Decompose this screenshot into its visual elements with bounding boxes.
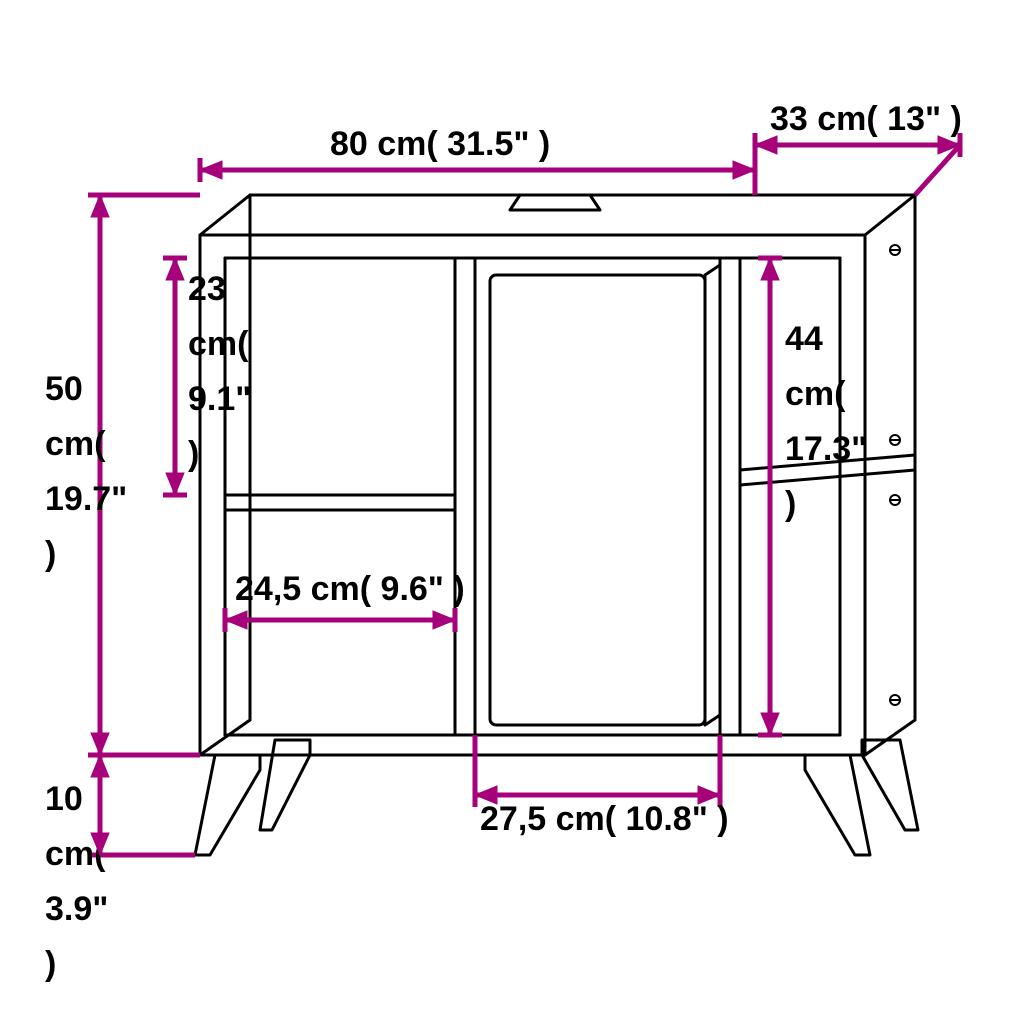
dim-door-w-27: 27,5 cm( 10.8" ) xyxy=(475,735,729,838)
dim-label: cm( xyxy=(45,425,106,463)
dim-label: 3.9" xyxy=(45,890,108,928)
dim-label: cm( xyxy=(785,375,846,413)
dim-label: 10 xyxy=(45,780,83,818)
dim-label: 27,5 cm( 10.8" ) xyxy=(480,800,729,838)
dim-label: cm( xyxy=(188,325,249,363)
dim-label: ) xyxy=(188,435,199,473)
dimensions: 80 cm( 31.5" )33 cm( 13" )50cm(19.7")10c… xyxy=(45,100,962,983)
dim-label: 44 xyxy=(785,320,823,358)
dim-width-80: 80 cm( 31.5" ) xyxy=(200,125,755,182)
dim-label: ) xyxy=(785,485,796,523)
dim-label: 24,5 cm( 9.6" ) xyxy=(235,570,465,608)
dim-leg-10: 10cm(3.9") xyxy=(45,755,195,983)
dim-label: 23 xyxy=(188,270,226,308)
dim-inner-44: 44 cm( 17.3") xyxy=(758,258,867,735)
dim-label: 17.3" xyxy=(785,430,867,468)
furniture-drawing xyxy=(195,195,918,855)
dim-label: 9.1" xyxy=(188,380,251,418)
dim-label: ) xyxy=(45,535,56,573)
dim-depth-33: 33 cm( 13" ) xyxy=(755,100,962,195)
dim-label: 50 xyxy=(45,370,83,408)
dim-label: 19.7" xyxy=(45,480,127,518)
dim-label: 33 cm( 13" ) xyxy=(770,100,962,138)
dim-label: ) xyxy=(45,945,56,983)
dim-label: 80 cm( 31.5" ) xyxy=(330,125,550,163)
dim-shelf-23: 23 cm( 9.1") xyxy=(163,258,251,495)
dim-left-open-24: 24,5 cm( 9.6" ) xyxy=(225,570,465,632)
